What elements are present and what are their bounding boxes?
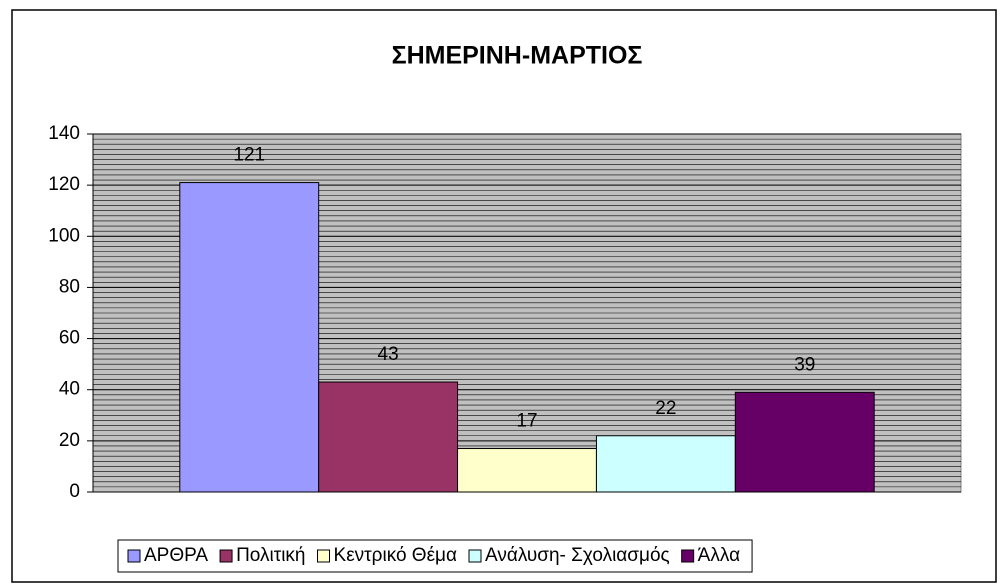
legend-swatch <box>681 549 695 563</box>
y-tick-label: 120 <box>48 174 80 195</box>
y-tick-label: 40 <box>59 379 80 400</box>
value-label: 22 <box>655 398 676 419</box>
bar <box>457 448 597 493</box>
bar <box>318 381 459 493</box>
y-tick-label: 140 <box>48 123 80 144</box>
y-tick-label: 0 <box>69 481 80 502</box>
bar <box>734 391 875 493</box>
value-label: 43 <box>378 344 399 365</box>
value-label: 39 <box>794 354 815 375</box>
y-tick-label: 20 <box>59 430 80 451</box>
legend-swatch <box>468 549 482 563</box>
legend-label: Άλλα <box>698 545 740 566</box>
legend-swatch <box>127 549 141 563</box>
legend-swatch <box>317 549 331 563</box>
legend-label: Πολιτική <box>236 545 305 566</box>
value-label: 121 <box>233 145 265 166</box>
chart-title: ΣΗΜΕΡΙΝΗ-ΜΑΡΤΙΟΣ <box>392 42 643 70</box>
bar <box>595 435 736 493</box>
bar <box>179 182 320 493</box>
legend-label: ΑΡΘΡΑ <box>144 545 208 566</box>
legend-label: Ανάλυση- Σχολιασμός <box>485 545 670 566</box>
y-tick-label: 80 <box>59 276 80 297</box>
legend-label: Κεντρικό Θέμα <box>334 545 457 566</box>
value-label: 17 <box>516 411 537 432</box>
legend-swatch <box>219 549 233 563</box>
y-tick-label: 60 <box>59 328 80 349</box>
y-tick-label: 100 <box>48 225 80 246</box>
